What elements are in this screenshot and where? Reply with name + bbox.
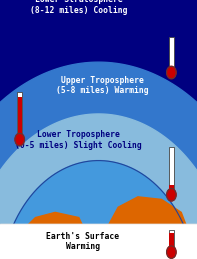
Bar <box>169 231 174 250</box>
Polygon shape <box>108 197 189 259</box>
Polygon shape <box>4 212 89 259</box>
Bar <box>169 185 174 193</box>
Text: Earth's Surface
Warming: Earth's Surface Warming <box>46 232 119 251</box>
Bar <box>169 67 174 71</box>
Polygon shape <box>0 161 197 259</box>
Circle shape <box>15 133 24 146</box>
Circle shape <box>167 246 176 258</box>
Text: Upper Troposphere
(5-8 miles) Warming: Upper Troposphere (5-8 miles) Warming <box>56 76 149 95</box>
Bar <box>0 224 197 259</box>
Polygon shape <box>0 114 197 259</box>
Circle shape <box>167 66 176 79</box>
Polygon shape <box>181 251 193 259</box>
Bar <box>169 37 174 71</box>
Polygon shape <box>54 232 143 259</box>
Bar <box>169 233 174 250</box>
Text: Lower Troposphere
(0-5 miles) Slight Cooling: Lower Troposphere (0-5 miles) Slight Coo… <box>15 130 142 149</box>
Bar <box>17 92 22 138</box>
Bar <box>169 147 174 193</box>
Text: Lower Stratosphere
(8-12 miles) Cooling: Lower Stratosphere (8-12 miles) Cooling <box>30 0 127 15</box>
Polygon shape <box>69 251 128 259</box>
Bar <box>18 97 22 138</box>
Polygon shape <box>0 62 197 259</box>
Circle shape <box>167 189 176 201</box>
